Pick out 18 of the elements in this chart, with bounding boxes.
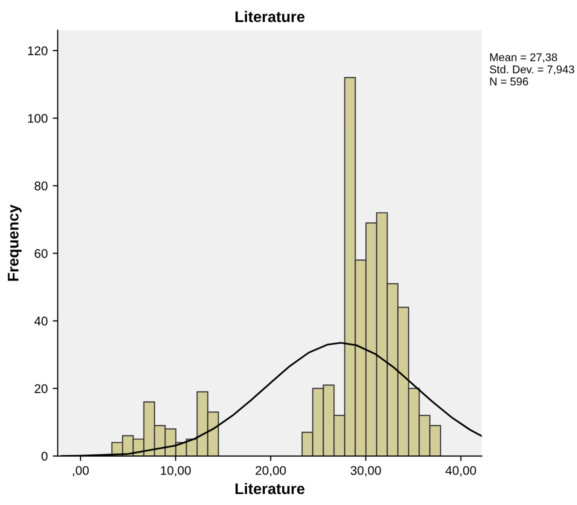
chart-title: Literature <box>236 10 304 22</box>
text: Mean = 27,38 <box>490 53 558 62</box>
y-tick-label: 40 <box>34 316 48 326</box>
y-tick-label: 120 <box>28 46 48 56</box>
y-tick-label: 60 <box>34 249 48 258</box>
y-tick-label: 0 <box>42 452 48 461</box>
x-tick-label: 10,00 <box>160 466 191 476</box>
text: N = 596 <box>490 78 528 86</box>
x-tick-label: 30,00 <box>350 466 381 476</box>
x-tick-label: 40,00 <box>446 466 476 476</box>
text: Std. Dev. = 7,943 <box>490 65 574 75</box>
x-tick-label: 20,00 <box>256 466 286 476</box>
y-tick-label: 80 <box>34 182 48 190</box>
x-axis-title: Literature <box>236 482 304 494</box>
y-axis-title: Frequency <box>8 204 22 281</box>
y-tick-label: 20 <box>34 384 48 394</box>
x-tick-label: ,00 <box>72 466 89 476</box>
y-tick-label: 100 <box>28 114 48 123</box>
